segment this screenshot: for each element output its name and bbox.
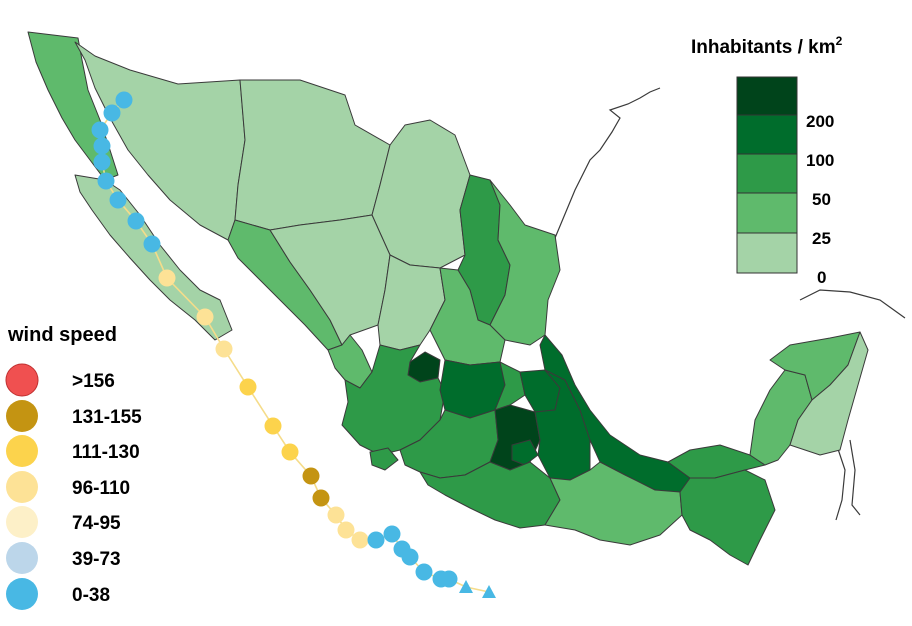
state-tamaulipas bbox=[489, 179, 561, 346]
wind-swatch-131-155 bbox=[6, 400, 38, 432]
state-san-luis-potosi bbox=[429, 267, 506, 366]
cuba-outline bbox=[799, 289, 906, 319]
wind-label-39-73: 39-73 bbox=[72, 549, 121, 570]
state-chiapas bbox=[679, 469, 776, 566]
storm-track-point bbox=[264, 417, 282, 435]
density-label-25: 25 bbox=[812, 229, 831, 248]
storm-track-point bbox=[109, 191, 127, 209]
wind-label-131-155: 131-155 bbox=[72, 407, 142, 428]
storm-track-point bbox=[196, 308, 214, 326]
wind-swatch-156 bbox=[5, 363, 39, 397]
density-swatch-1 bbox=[736, 76, 798, 116]
storm-track-point bbox=[302, 467, 320, 485]
storm-track-point bbox=[440, 570, 458, 588]
density-label-100: 100 bbox=[806, 151, 834, 170]
density-label-50: 50 bbox=[812, 190, 831, 209]
wind-label-111-130: 111-130 bbox=[72, 442, 140, 463]
density-label-0: 0 bbox=[817, 268, 826, 287]
density-swatch-2 bbox=[736, 114, 798, 155]
state-morelos bbox=[511, 439, 539, 466]
storm-track-point bbox=[91, 121, 109, 139]
density-label-200: 200 bbox=[806, 112, 834, 131]
us-gulf-coastline bbox=[554, 87, 661, 239]
storm-track-point bbox=[97, 172, 115, 190]
wind-label-96-110: 96-110 bbox=[72, 478, 130, 499]
state-chihuahua bbox=[234, 79, 391, 231]
storm-track-points bbox=[91, 91, 496, 598]
storm-track-point bbox=[281, 443, 299, 461]
storm-track-point bbox=[482, 585, 496, 598]
density-legend-title: Inhabitants / km2 bbox=[691, 34, 843, 58]
density-swatch-4 bbox=[736, 192, 798, 234]
wind-label-0-38: 0-38 bbox=[72, 585, 110, 606]
density-swatch-3 bbox=[736, 153, 798, 194]
storm-track-point bbox=[158, 269, 176, 287]
wind-legend-title: wind speed bbox=[7, 324, 117, 346]
storm-track-point bbox=[383, 525, 401, 543]
state-coahuila bbox=[371, 119, 471, 269]
storm-track-point bbox=[337, 521, 355, 539]
storm-track-point bbox=[459, 580, 473, 593]
storm-track-point bbox=[401, 548, 419, 566]
wind-swatch-96-110 bbox=[6, 471, 38, 503]
state-quintana-roo bbox=[789, 331, 869, 456]
wind-swatch-0-38 bbox=[6, 578, 38, 610]
storm-track-point bbox=[93, 153, 111, 171]
state-baja-california-sur bbox=[74, 174, 233, 341]
storm-track-point bbox=[215, 340, 233, 358]
storm-track-point bbox=[415, 563, 433, 581]
storm-track-point bbox=[115, 91, 133, 109]
wind-legend: wind speed >156 131-155 111-130 96-110 7… bbox=[5, 324, 142, 610]
state-jalisco bbox=[341, 344, 446, 456]
storm-track-point bbox=[239, 378, 257, 396]
storm-track-point bbox=[143, 235, 161, 253]
storm-track-point bbox=[351, 531, 369, 549]
state-colima bbox=[369, 447, 399, 471]
storm-track-point bbox=[103, 104, 121, 122]
storm-track-point bbox=[93, 137, 111, 155]
density-legend: Inhabitants / km2 200 100 50 25 0 bbox=[691, 34, 843, 287]
wind-swatch-39-73 bbox=[6, 542, 38, 574]
central-america-outline bbox=[834, 439, 861, 521]
storm-track-point bbox=[127, 212, 145, 230]
storm-track-point bbox=[367, 531, 385, 549]
wind-swatch-111-130 bbox=[6, 435, 38, 467]
wind-label-156: >156 bbox=[72, 371, 115, 392]
wind-label-74-95: 74-95 bbox=[72, 513, 121, 534]
density-swatch-5 bbox=[736, 232, 798, 274]
storm-track-point bbox=[327, 506, 345, 524]
storm-track-point bbox=[312, 489, 330, 507]
wind-swatch-74-95 bbox=[6, 506, 38, 538]
